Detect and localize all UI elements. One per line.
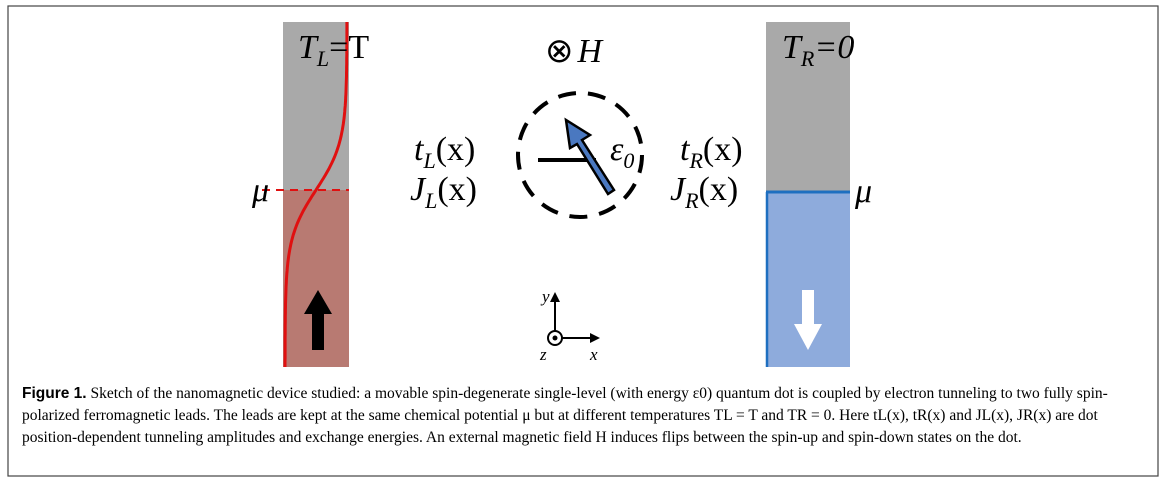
subscript: R <box>800 46 815 71</box>
subscript: R <box>688 148 703 173</box>
right-mu: μ <box>854 173 872 210</box>
suffix: (x) <box>437 171 477 208</box>
suffix: (x) <box>703 131 743 168</box>
figure-page: TL=T μ tL(x) JL(x) tR(x) JR(x) ⊗H ε0 TR=… <box>0 0 1168 490</box>
left-temp: TL=T <box>298 29 369 71</box>
subscript: 0 <box>623 148 634 173</box>
x-label: x <box>589 345 598 364</box>
y-arrowhead <box>550 292 560 302</box>
suffix: =T <box>329 29 369 66</box>
z-dot <box>553 336 558 341</box>
suffix: =0 <box>814 29 854 66</box>
symbol: ⊗ <box>545 33 574 70</box>
right-temp: TR=0 <box>782 29 854 71</box>
caption-text: Sketch of the nanomagnetic device studie… <box>22 385 1108 446</box>
j-left: JL(x) <box>410 171 477 213</box>
symbol: ε <box>610 131 624 168</box>
caption: Figure 1. Sketch of the nanomagnetic dev… <box>22 383 1142 449</box>
t-left: tL(x) <box>414 131 475 173</box>
z-label: z <box>539 345 547 364</box>
symbol: T <box>298 29 319 66</box>
x-arrowhead <box>590 333 600 343</box>
subscript: L <box>422 148 435 173</box>
symbol: T <box>782 29 803 66</box>
y-label: y <box>540 287 550 306</box>
subscript: L <box>424 188 437 213</box>
j-right: JR(x) <box>670 171 738 213</box>
spin-arrow <box>566 120 614 194</box>
subscript: L <box>316 46 329 71</box>
t-right: tR(x) <box>680 131 743 173</box>
name: H <box>577 33 605 70</box>
field: ⊗H <box>545 33 605 70</box>
level: ε0 <box>610 131 634 173</box>
left-mu: μ <box>251 172 269 209</box>
suffix: (x) <box>699 171 739 208</box>
caption-label: Figure 1. <box>22 385 87 402</box>
subscript: R <box>684 188 699 213</box>
suffix: (x) <box>436 131 476 168</box>
